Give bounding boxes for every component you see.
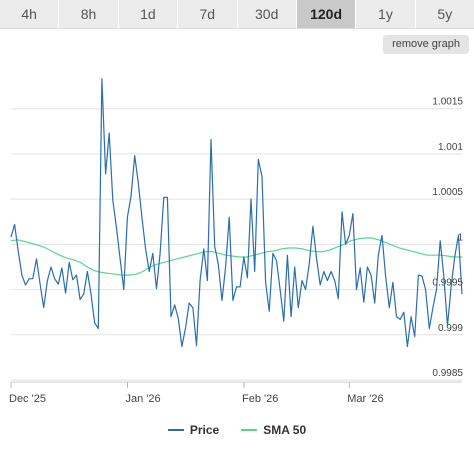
legend-swatch-price xyxy=(167,429,184,431)
y-tick-label: 0.9995 xyxy=(432,278,463,289)
tab-30d[interactable]: 30d xyxy=(237,0,297,29)
tab-5y[interactable]: 5y xyxy=(415,0,474,29)
tab-1y[interactable]: 1y xyxy=(356,0,416,29)
timeframe-tabs: 4h 8h 1d 7d 30d 120d 1y 5y xyxy=(0,0,474,30)
x-tick-label: Jan '26 xyxy=(126,393,161,405)
legend-label-sma-50: SMA 50 xyxy=(263,423,307,437)
tab-120d[interactable]: 120d xyxy=(296,0,357,29)
tab-1d[interactable]: 1d xyxy=(118,0,179,29)
tab-4h[interactable]: 4h xyxy=(0,0,60,29)
x-tick-label: Feb '26 xyxy=(242,393,278,405)
tab-7d[interactable]: 7d xyxy=(178,0,238,29)
legend-swatch-sma-50 xyxy=(241,429,258,431)
chart-legend: Price SMA 50 xyxy=(0,421,474,439)
y-tick-label: 1.0005 xyxy=(432,187,463,198)
y-tick-label: 0.999 xyxy=(438,323,463,334)
legend-item-sma-50[interactable]: SMA 50 xyxy=(241,421,306,439)
x-tick-label: Dec '25 xyxy=(9,393,46,405)
y-tick-label: 1 xyxy=(457,232,463,243)
x-tick-label: Mar '26 xyxy=(347,393,383,405)
legend-label-price: Price xyxy=(189,423,220,437)
remove-graph-button[interactable]: remove graph xyxy=(383,35,469,54)
tab-8h[interactable]: 8h xyxy=(59,0,119,29)
y-tick-label: 1.001 xyxy=(438,142,463,153)
series-line-sma-50 xyxy=(10,237,462,276)
y-tick-label: 0.9985 xyxy=(432,368,463,379)
legend-item-price[interactable]: Price xyxy=(167,421,220,439)
series-line-price xyxy=(10,78,463,348)
y-tick-label: 1.0015 xyxy=(432,97,463,108)
